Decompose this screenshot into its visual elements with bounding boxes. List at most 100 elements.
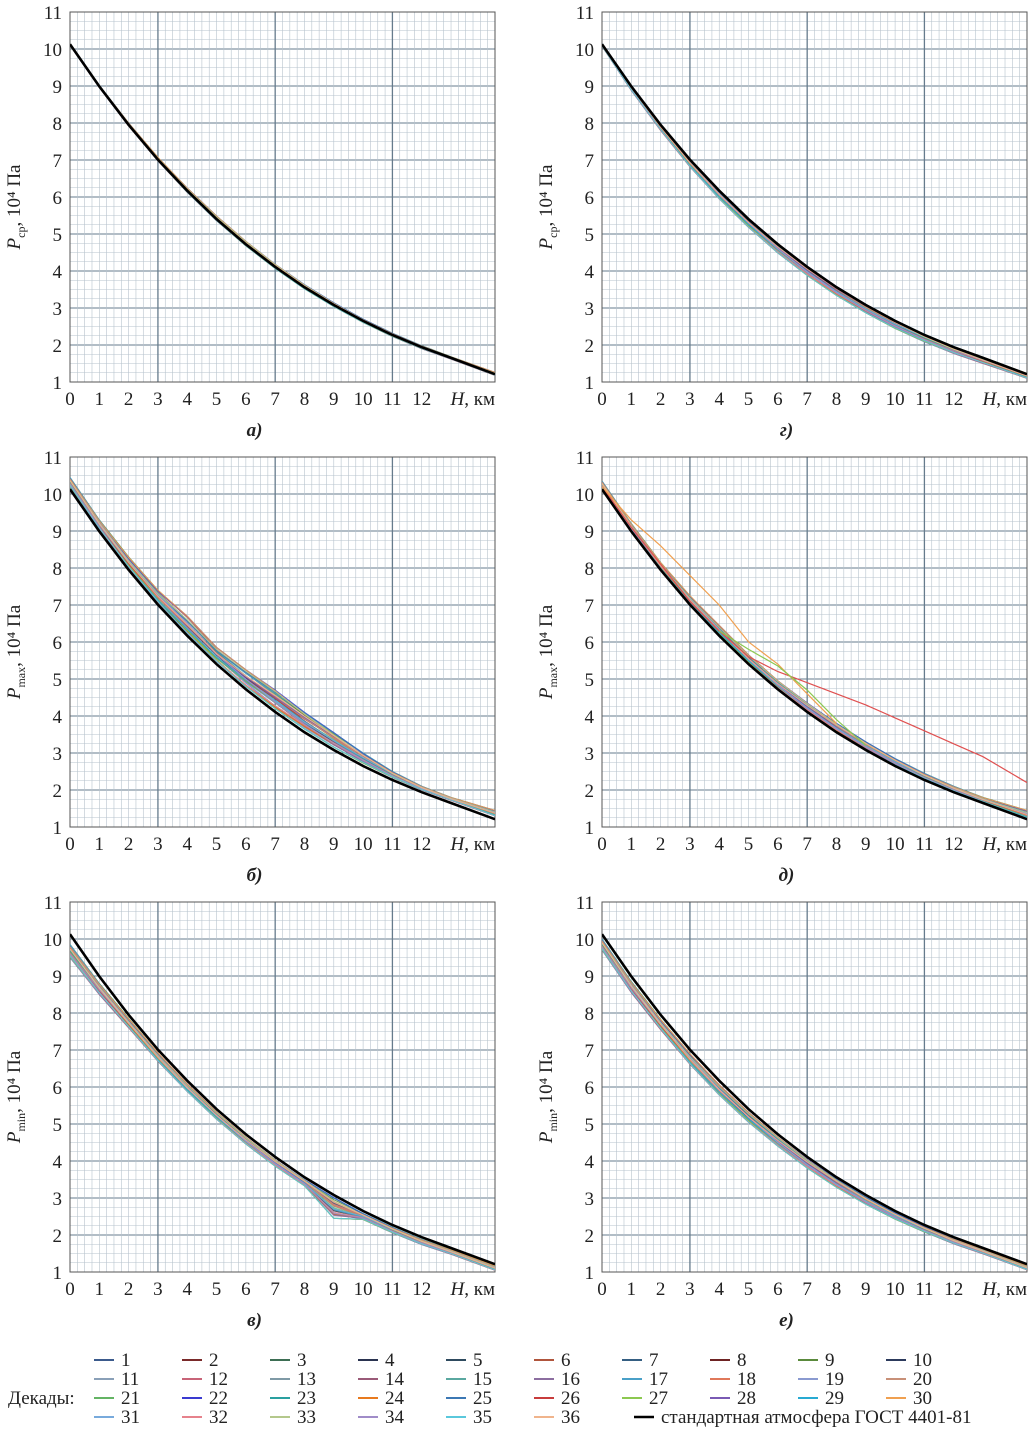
y-tick-label: 1 bbox=[53, 1263, 63, 1284]
legend-label: 1 bbox=[121, 1350, 131, 1371]
y-tick-label: 8 bbox=[53, 114, 63, 135]
x-tick-label: 12 bbox=[412, 834, 431, 855]
y-tick-label: 7 bbox=[53, 1041, 63, 1062]
plot-frame bbox=[69, 11, 496, 383]
panel-label: в) bbox=[247, 1310, 262, 1331]
x-tick-label: 0 bbox=[597, 389, 607, 410]
y-tick-label: 11 bbox=[576, 448, 594, 469]
y-tick-label: 7 bbox=[53, 596, 63, 617]
legend-item: 31 bbox=[94, 1407, 140, 1428]
x-tick-label: 2 bbox=[656, 1279, 666, 1300]
legend-label: 8 bbox=[737, 1350, 747, 1371]
y-tick-label: 4 bbox=[585, 262, 595, 283]
legend-label: 30 bbox=[913, 1388, 932, 1409]
y-tick-label: 2 bbox=[53, 336, 63, 357]
y-tick-label: 2 bbox=[53, 781, 63, 802]
x-tick-label: 10 bbox=[886, 389, 905, 410]
x-tick-label: 11 bbox=[383, 389, 401, 410]
y-tick-label: 7 bbox=[585, 151, 595, 172]
x-tick-label: 9 bbox=[329, 1279, 339, 1300]
legend-label: 17 bbox=[649, 1369, 668, 1390]
legend-title: Декады: bbox=[8, 1388, 75, 1409]
legend-label: 6 bbox=[561, 1350, 571, 1371]
x-tick-label: 2 bbox=[124, 834, 134, 855]
x-tick-label: 4 bbox=[714, 389, 724, 410]
legend-item: 24 bbox=[358, 1388, 405, 1409]
x-tick-label: 7 bbox=[270, 1279, 280, 1300]
y-tick-label: 1 bbox=[585, 1263, 595, 1284]
series-line-standard bbox=[602, 43, 1027, 376]
y-axis-label: Pmax, 10⁴ Па bbox=[4, 604, 28, 700]
legend-item: 35 bbox=[446, 1407, 492, 1428]
y-tick-label: 11 bbox=[576, 893, 594, 914]
y-tick-label: 5 bbox=[53, 670, 63, 691]
y-tick-label: 11 bbox=[576, 3, 594, 24]
plot-frame bbox=[601, 456, 1028, 828]
y-tick-label: 8 bbox=[585, 114, 595, 135]
x-tick-label: 6 bbox=[241, 389, 251, 410]
series-line-standard bbox=[70, 933, 495, 1266]
legend-item: 28 bbox=[710, 1388, 756, 1409]
y-tick-label: 9 bbox=[53, 967, 63, 988]
x-axis-label: H, км bbox=[982, 389, 1028, 410]
x-tick-label: 11 bbox=[915, 834, 933, 855]
x-tick-label: 7 bbox=[270, 389, 280, 410]
x-tick-label: 12 bbox=[412, 389, 431, 410]
series-line-decade-35 bbox=[70, 955, 495, 1271]
legend-item: 30 bbox=[886, 1388, 932, 1409]
legend-item: 22 bbox=[182, 1388, 228, 1409]
x-tick-label: 4 bbox=[714, 834, 724, 855]
y-tick-label: 1 bbox=[53, 818, 63, 839]
legend-item: 7 bbox=[622, 1350, 659, 1371]
legend-item: 2 bbox=[182, 1350, 219, 1371]
legend-label: 36 bbox=[561, 1407, 580, 1428]
legend-label: 11 bbox=[121, 1369, 139, 1390]
x-tick-label: 6 bbox=[241, 834, 251, 855]
legend-item: 1 bbox=[94, 1350, 131, 1371]
x-tick-label: 9 bbox=[861, 834, 871, 855]
y-tick-label: 4 bbox=[53, 707, 63, 728]
legend-item: 16 bbox=[534, 1369, 580, 1390]
y-tick-label: 4 bbox=[53, 262, 63, 283]
legend-label: 16 bbox=[561, 1369, 580, 1390]
panel-label: д) bbox=[779, 865, 795, 886]
x-tick-label: 4 bbox=[182, 389, 192, 410]
legend-label: 25 bbox=[473, 1388, 492, 1409]
x-tick-label: 0 bbox=[65, 834, 75, 855]
legend-label: 5 bbox=[473, 1350, 483, 1371]
x-tick-label: 2 bbox=[656, 834, 666, 855]
series-group bbox=[70, 43, 495, 376]
x-tick-label: 1 bbox=[627, 389, 637, 410]
x-tick-label: 0 bbox=[65, 389, 75, 410]
panel-label: а) bbox=[247, 420, 263, 441]
legend-label: 14 bbox=[385, 1369, 405, 1390]
y-tick-label: 4 bbox=[585, 707, 595, 728]
x-tick-label: 5 bbox=[744, 389, 754, 410]
legend-item: 6 bbox=[534, 1350, 571, 1371]
x-tick-label: 12 bbox=[944, 834, 963, 855]
legend-item: 4 bbox=[358, 1350, 395, 1371]
series-group bbox=[70, 933, 495, 1271]
x-tick-label: 11 bbox=[383, 1279, 401, 1300]
y-tick-label: 6 bbox=[53, 1078, 63, 1099]
y-tick-label: 10 bbox=[43, 930, 62, 951]
y-axis-label: Pmax, 10⁴ Па bbox=[536, 604, 560, 700]
y-tick-label: 3 bbox=[53, 1189, 63, 1210]
x-tick-label: 9 bbox=[329, 834, 339, 855]
series-group bbox=[602, 480, 1027, 821]
legend-label: 35 bbox=[473, 1407, 492, 1428]
x-tick-label: 7 bbox=[270, 834, 280, 855]
x-tick-label: 8 bbox=[300, 1279, 310, 1300]
x-tick-label: 10 bbox=[886, 834, 905, 855]
legend-item: 17 bbox=[622, 1369, 668, 1390]
x-axis-label: H, км bbox=[450, 1279, 496, 1300]
x-tick-label: 6 bbox=[241, 1279, 251, 1300]
legend-label: 34 bbox=[385, 1407, 405, 1428]
x-tick-label: 2 bbox=[124, 1279, 134, 1300]
x-tick-label: 12 bbox=[412, 1279, 431, 1300]
series-line-outlier-30 bbox=[602, 486, 837, 724]
